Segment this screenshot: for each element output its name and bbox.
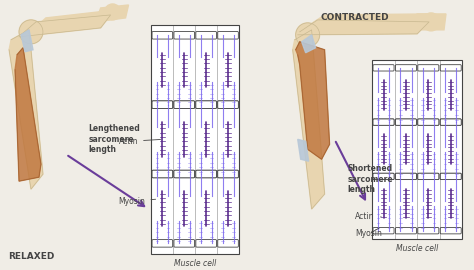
- FancyBboxPatch shape: [395, 173, 417, 180]
- Polygon shape: [293, 30, 325, 209]
- FancyBboxPatch shape: [418, 228, 439, 234]
- FancyBboxPatch shape: [440, 65, 461, 71]
- Text: Myosin: Myosin: [356, 228, 383, 238]
- FancyBboxPatch shape: [218, 239, 238, 247]
- FancyBboxPatch shape: [174, 170, 194, 178]
- Circle shape: [422, 13, 440, 31]
- Text: Myosin: Myosin: [118, 197, 155, 205]
- Text: Muscle cell: Muscle cell: [396, 244, 438, 253]
- FancyBboxPatch shape: [440, 119, 461, 125]
- FancyBboxPatch shape: [373, 65, 394, 71]
- FancyBboxPatch shape: [218, 32, 238, 39]
- Polygon shape: [9, 30, 43, 189]
- Polygon shape: [308, 14, 431, 26]
- FancyBboxPatch shape: [196, 239, 217, 247]
- FancyBboxPatch shape: [395, 65, 417, 71]
- FancyBboxPatch shape: [218, 101, 238, 109]
- FancyBboxPatch shape: [174, 32, 194, 39]
- Polygon shape: [414, 14, 446, 30]
- FancyBboxPatch shape: [218, 101, 238, 109]
- FancyBboxPatch shape: [218, 170, 238, 178]
- FancyBboxPatch shape: [196, 32, 217, 39]
- FancyBboxPatch shape: [152, 170, 173, 178]
- FancyBboxPatch shape: [395, 228, 417, 234]
- Text: Shortened
sarcomere
length: Shortened sarcomere length: [347, 164, 393, 194]
- FancyBboxPatch shape: [440, 173, 461, 180]
- FancyBboxPatch shape: [418, 173, 439, 180]
- Text: CONTRACTED: CONTRACTED: [320, 13, 389, 22]
- Text: Lengthened
sarcomere
length: Lengthened sarcomere length: [89, 124, 140, 154]
- Circle shape: [19, 20, 43, 44]
- FancyBboxPatch shape: [196, 101, 217, 109]
- Polygon shape: [298, 139, 309, 161]
- FancyBboxPatch shape: [418, 173, 439, 180]
- FancyBboxPatch shape: [218, 170, 238, 178]
- Circle shape: [296, 23, 319, 47]
- FancyBboxPatch shape: [395, 173, 417, 180]
- FancyBboxPatch shape: [152, 32, 173, 39]
- FancyBboxPatch shape: [174, 101, 194, 109]
- Polygon shape: [301, 35, 316, 53]
- FancyBboxPatch shape: [373, 119, 394, 125]
- Polygon shape: [298, 20, 429, 35]
- FancyBboxPatch shape: [440, 173, 461, 180]
- Polygon shape: [21, 30, 33, 52]
- FancyBboxPatch shape: [174, 101, 194, 109]
- FancyBboxPatch shape: [196, 170, 217, 178]
- FancyBboxPatch shape: [440, 228, 461, 234]
- FancyBboxPatch shape: [373, 173, 394, 180]
- FancyBboxPatch shape: [152, 170, 173, 178]
- FancyBboxPatch shape: [418, 65, 439, 71]
- FancyBboxPatch shape: [196, 170, 217, 178]
- FancyBboxPatch shape: [373, 119, 394, 125]
- Text: Muscle cell: Muscle cell: [174, 259, 216, 268]
- FancyBboxPatch shape: [174, 170, 194, 178]
- Polygon shape: [19, 15, 110, 37]
- Text: RELAXED: RELAXED: [8, 252, 54, 261]
- FancyBboxPatch shape: [395, 119, 417, 125]
- FancyBboxPatch shape: [174, 239, 194, 247]
- FancyBboxPatch shape: [152, 101, 173, 109]
- FancyBboxPatch shape: [373, 173, 394, 180]
- FancyBboxPatch shape: [151, 25, 239, 254]
- FancyBboxPatch shape: [440, 119, 461, 125]
- FancyBboxPatch shape: [373, 60, 462, 239]
- FancyBboxPatch shape: [152, 101, 173, 109]
- Text: Actin: Actin: [118, 137, 161, 146]
- FancyBboxPatch shape: [196, 101, 217, 109]
- Polygon shape: [15, 48, 41, 181]
- Circle shape: [105, 4, 120, 20]
- Polygon shape: [34, 10, 116, 29]
- FancyBboxPatch shape: [152, 239, 173, 247]
- FancyBboxPatch shape: [418, 119, 439, 125]
- Polygon shape: [296, 42, 329, 159]
- Polygon shape: [96, 5, 128, 22]
- Text: Actin: Actin: [356, 212, 381, 221]
- FancyBboxPatch shape: [395, 119, 417, 125]
- FancyBboxPatch shape: [418, 119, 439, 125]
- FancyBboxPatch shape: [373, 228, 394, 234]
